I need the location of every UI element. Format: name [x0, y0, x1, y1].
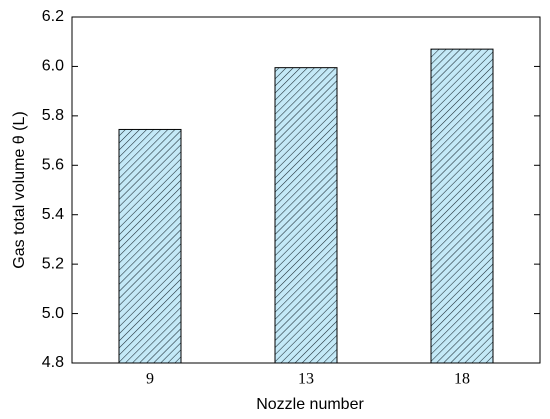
y-tick-label: 5.4	[42, 206, 64, 223]
bar-hatch	[430, 48, 494, 364]
y-tick-label: 5.6	[42, 157, 64, 174]
bar-hatch	[118, 128, 182, 364]
y-tick-label: 6.0	[42, 58, 64, 75]
x-tick-label: 18	[454, 371, 470, 388]
y-axis-label: Gas total volume θ (L)	[11, 111, 28, 268]
y-tick-label: 5.8	[42, 107, 64, 124]
plot-frame	[71, 16, 541, 364]
x-tick-label: 13	[298, 371, 314, 388]
y-tick-label: 5.2	[42, 255, 64, 272]
y-tick-label: 4.8	[42, 354, 64, 371]
bar-hatch	[274, 67, 338, 364]
x-axis-label: Nozzle number	[256, 396, 364, 413]
y-tick-label: 5.0	[42, 305, 64, 322]
y-tick-label: 6.2	[42, 8, 64, 25]
x-tick-label: 9	[146, 371, 154, 388]
